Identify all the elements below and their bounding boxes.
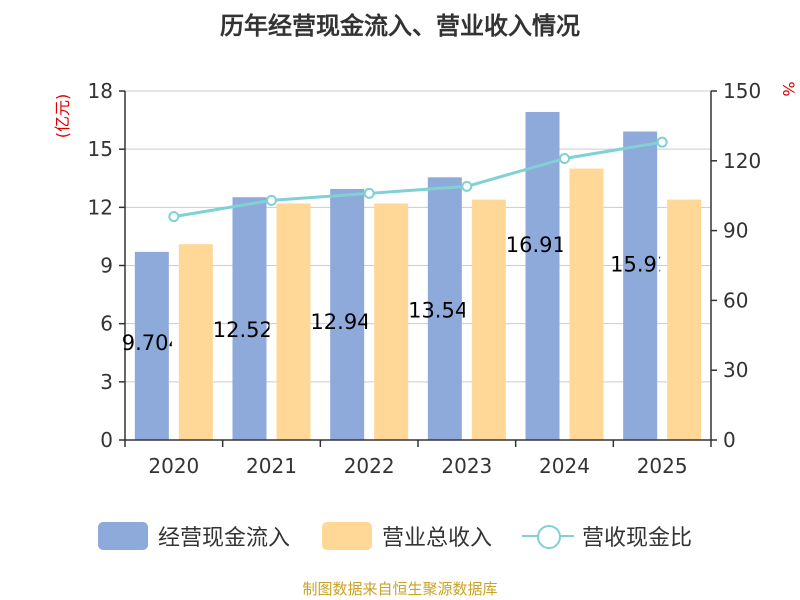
data-label: 15.91 bbox=[610, 253, 670, 277]
left-axis-title: (亿元) bbox=[53, 94, 72, 139]
x-tick-label: 2025 bbox=[637, 454, 688, 478]
right-tick-label: 0 bbox=[723, 428, 736, 452]
bar-revenue bbox=[178, 244, 213, 440]
x-tick-label: 2024 bbox=[539, 454, 590, 478]
bar-cash-inflow bbox=[232, 197, 267, 440]
data-label: 13.548 bbox=[408, 298, 481, 322]
legend: 经营现金流入 营业总收入 营收现金比 bbox=[0, 516, 800, 556]
bar-cash-inflow bbox=[427, 177, 462, 440]
data-label: 9.704 bbox=[122, 331, 182, 355]
legend-label-cash-inflow: 经营现金流入 bbox=[158, 526, 291, 551]
left-tick-label: 0 bbox=[100, 428, 113, 452]
bar-cash-inflow bbox=[330, 188, 365, 440]
legend-swatch-cash-ratio bbox=[522, 522, 574, 550]
right-tick-label: 120 bbox=[723, 149, 761, 173]
point-cash-ratio bbox=[559, 152, 570, 164]
left-tick-label: 15 bbox=[88, 137, 113, 161]
legend-swatch-revenue bbox=[322, 522, 372, 550]
bar-revenue bbox=[471, 199, 506, 440]
left-tick-label: 9 bbox=[100, 254, 113, 278]
bar-cash-inflow bbox=[134, 251, 169, 440]
bar-revenue bbox=[374, 203, 409, 440]
data-label: 16.919 bbox=[506, 233, 579, 257]
data-label: 12.948 bbox=[310, 310, 383, 334]
point-cash-ratio bbox=[656, 136, 668, 148]
right-tick-label: 150 bbox=[723, 79, 761, 103]
left-tick-label: 3 bbox=[100, 370, 113, 394]
legend-item-cash-ratio[interactable]: 营收现金比 bbox=[522, 516, 692, 556]
point-cash-ratio bbox=[266, 194, 277, 206]
x-tick-label: 2022 bbox=[344, 454, 395, 478]
point-cash-ratio bbox=[363, 187, 375, 199]
legend-item-revenue[interactable]: 营业总收入 bbox=[322, 516, 492, 556]
point-cash-ratio bbox=[461, 180, 473, 192]
bar-revenue bbox=[276, 203, 311, 440]
chart-title: 历年经营现金流入、营业收入情况 bbox=[220, 12, 580, 40]
legend-item-cash-inflow[interactable]: 经营现金流入 bbox=[98, 516, 290, 556]
source-note: 制图数据来自恒生聚源数据库 bbox=[302, 580, 498, 598]
x-tick-label: 2021 bbox=[246, 454, 297, 478]
legend-swatch-cash-inflow bbox=[98, 522, 148, 550]
legend-label-revenue: 营业总收入 bbox=[382, 526, 493, 551]
line-cash-ratio bbox=[173, 140, 663, 219]
legend-label-cash-ratio: 营收现金比 bbox=[582, 526, 693, 551]
x-tick-label: 2023 bbox=[441, 454, 492, 478]
bar-revenue bbox=[569, 168, 604, 441]
point-cash-ratio bbox=[168, 211, 180, 223]
left-tick-label: 6 bbox=[100, 312, 113, 336]
right-axis-title: % bbox=[779, 81, 798, 96]
data-label: 12.522 bbox=[213, 318, 286, 342]
right-tick-label: 90 bbox=[723, 219, 748, 243]
bar-revenue bbox=[667, 199, 702, 440]
right-tick-label: 30 bbox=[723, 358, 748, 382]
x-tick-label: 2020 bbox=[148, 454, 199, 478]
bar-cash-inflow bbox=[623, 131, 658, 441]
right-tick-label: 60 bbox=[723, 288, 748, 312]
left-tick-label: 18 bbox=[88, 79, 113, 103]
left-tick-label: 12 bbox=[88, 195, 113, 219]
